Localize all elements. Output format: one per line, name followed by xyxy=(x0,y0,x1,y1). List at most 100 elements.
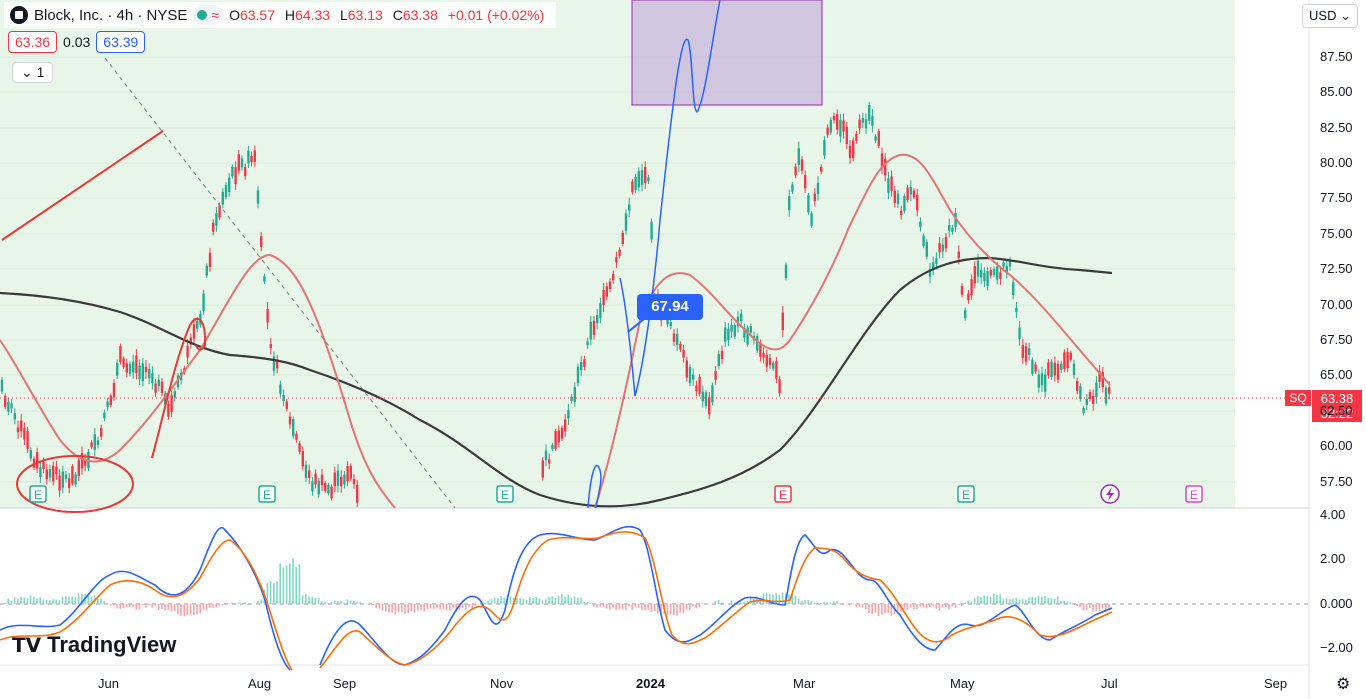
candle-body xyxy=(282,395,285,402)
histogram-bar xyxy=(26,598,29,604)
histogram-bar xyxy=(1047,597,1049,604)
candle-body xyxy=(186,345,189,358)
candle-body xyxy=(682,349,685,358)
histogram-bar xyxy=(890,604,893,616)
candle-body xyxy=(743,327,746,338)
candle-body xyxy=(784,264,788,279)
price-axis-label: 67.50 xyxy=(1320,332,1353,347)
histogram-bar xyxy=(1082,604,1085,611)
candle-body xyxy=(909,187,912,195)
candle-body xyxy=(800,159,804,171)
histogram-bar xyxy=(164,604,166,611)
currency-selector[interactable]: USD ⌄ xyxy=(1302,4,1358,28)
candle-body xyxy=(205,265,208,276)
candle-body xyxy=(346,466,349,482)
svg-text:E: E xyxy=(501,488,509,502)
earnings-e-icon[interactable]: E xyxy=(957,485,975,503)
candle-body xyxy=(157,379,160,387)
candle-body xyxy=(688,366,692,384)
histogram-bar xyxy=(186,604,189,616)
earnings-e-icon[interactable]: E xyxy=(496,485,514,503)
earnings-e-icon[interactable]: E xyxy=(774,485,792,503)
chart-background-future xyxy=(1235,0,1309,508)
candle-body xyxy=(292,418,295,437)
trend-line-drawing[interactable] xyxy=(1,130,164,241)
candle-body xyxy=(173,391,176,398)
candle-body xyxy=(55,466,58,474)
market-status-pill[interactable]: ≈ xyxy=(193,5,224,25)
candle-body xyxy=(554,430,557,449)
histogram-bar xyxy=(605,604,608,609)
histogram-bar xyxy=(327,602,329,604)
candle-body xyxy=(1008,261,1012,267)
buy-button[interactable]: 63.39 xyxy=(96,31,146,53)
histogram-bar xyxy=(740,602,742,604)
candle-body xyxy=(272,356,276,371)
histogram-bar xyxy=(375,604,377,609)
settings-gear-icon[interactable]: ⚙ xyxy=(1336,676,1351,693)
histogram-bar xyxy=(532,598,534,604)
earnings-e-icon[interactable]: E xyxy=(258,485,276,503)
candle-body xyxy=(983,272,986,282)
candle-body xyxy=(1028,348,1031,355)
freehand-blue-drawing[interactable] xyxy=(587,0,721,509)
sell-button[interactable]: 63.36 xyxy=(8,31,58,53)
candle-body xyxy=(976,260,980,277)
candle-body xyxy=(148,368,151,379)
histogram-bar xyxy=(1034,597,1037,604)
indicators-toggle[interactable]: ⌄ 1 xyxy=(12,62,54,83)
histogram-bar xyxy=(1063,600,1065,604)
histogram-bar xyxy=(106,603,109,604)
histogram-bar xyxy=(1015,597,1017,604)
dividend-flash-icon[interactable] xyxy=(1100,484,1120,504)
histogram-bar xyxy=(817,602,819,604)
rectangle-drawing[interactable] xyxy=(631,0,823,106)
histogram-bar xyxy=(1012,598,1014,604)
candle-body xyxy=(903,196,906,212)
histogram-bar xyxy=(100,598,102,604)
candle-body xyxy=(29,449,32,459)
histogram-bar xyxy=(81,593,83,604)
histogram-bar xyxy=(666,604,669,615)
histogram-bar xyxy=(823,601,825,604)
candle-body xyxy=(125,363,128,373)
candle-body xyxy=(64,474,68,479)
dashed-trend-line[interactable] xyxy=(104,57,456,509)
candle-body xyxy=(154,383,157,393)
histogram-bar xyxy=(1031,596,1033,604)
histogram-bar xyxy=(909,604,912,608)
tradingview-logo[interactable]: 𝗧𝗩 TradingView xyxy=(12,632,176,658)
candle-body xyxy=(634,176,637,191)
annotation-label[interactable]: 67.94 xyxy=(637,294,703,320)
ellipse-drawing[interactable] xyxy=(16,455,134,513)
histogram-bar xyxy=(119,604,121,610)
histogram-bar xyxy=(813,602,816,604)
histogram-bar xyxy=(615,604,617,610)
candle-body xyxy=(666,318,669,325)
candle-body xyxy=(973,266,976,284)
histogram-bar xyxy=(17,598,19,604)
freehand-drawing[interactable] xyxy=(151,318,207,459)
symbol-title[interactable]: Block, Inc. · 4h · NYSE xyxy=(34,6,188,24)
histogram-bar xyxy=(730,600,733,604)
histogram-bar xyxy=(669,604,672,615)
earnings-e-icon[interactable]: E xyxy=(29,485,47,503)
candle-body xyxy=(324,482,327,491)
histogram-bar xyxy=(349,600,352,604)
tradingview-wordmark: TradingView xyxy=(47,632,177,657)
candle-body xyxy=(218,205,221,218)
histogram-bar xyxy=(279,563,281,604)
histogram-bar xyxy=(29,595,32,604)
symbol-legend[interactable]: Block, Inc. · 4h · NYSE ≈ O63.57 H64.33 … xyxy=(4,2,557,28)
histogram-bar xyxy=(929,604,931,608)
candle-body xyxy=(4,395,7,407)
candle-body xyxy=(349,465,352,479)
candle-body xyxy=(1021,344,1024,358)
histogram-bar xyxy=(775,593,777,604)
earnings-e-icon[interactable]: E xyxy=(1185,485,1203,503)
histogram-bar xyxy=(471,604,473,610)
histogram-bar xyxy=(583,601,585,604)
candle-body xyxy=(164,393,167,405)
